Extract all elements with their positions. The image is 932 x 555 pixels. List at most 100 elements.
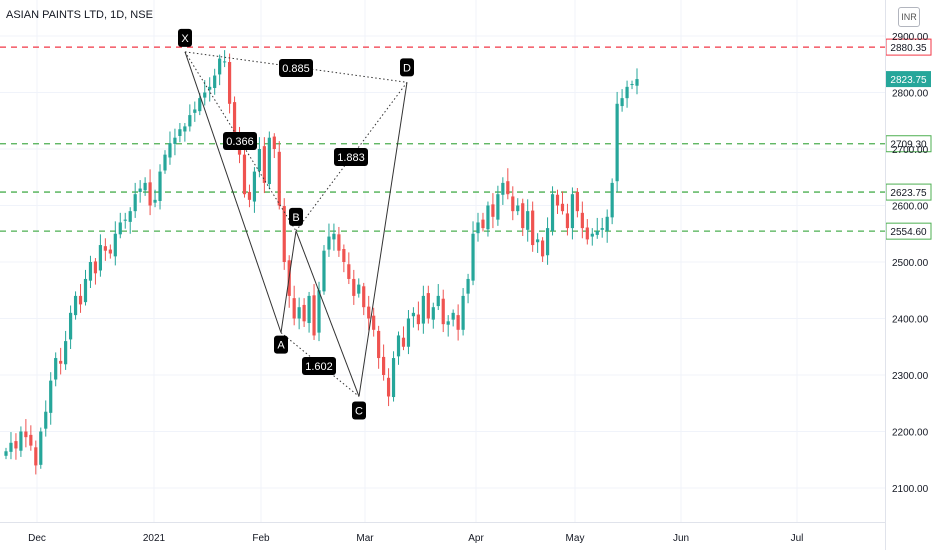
candle-body <box>466 278 470 294</box>
candle-body <box>242 154 247 195</box>
candle-body <box>625 86 629 99</box>
candle-body <box>615 103 619 182</box>
candle-body <box>83 278 88 303</box>
pattern-leg <box>184 51 282 333</box>
candle-body <box>471 233 475 281</box>
candle-body <box>108 249 112 254</box>
candle-body <box>168 143 172 158</box>
candle-body <box>337 234 341 251</box>
candle-body <box>29 434 33 446</box>
candle-body <box>386 377 391 397</box>
candle-body <box>446 321 450 325</box>
y-tick-label: 2700.00 <box>892 145 929 156</box>
candle-body <box>401 337 406 347</box>
candle-body <box>501 182 505 195</box>
candle-body <box>123 219 127 221</box>
candle-body <box>9 442 13 452</box>
candle-body <box>193 109 197 113</box>
candle-body <box>347 264 351 279</box>
candle-body <box>262 146 266 183</box>
pattern-point-label: C <box>355 405 363 417</box>
candle-body <box>441 298 445 325</box>
candle-body <box>580 212 584 229</box>
candle-body <box>560 203 565 212</box>
candle-body <box>277 151 281 206</box>
currency-button[interactable]: INR <box>898 7 920 27</box>
candle-body <box>620 98 624 107</box>
candle-body <box>496 194 500 220</box>
pattern-point-badge <box>178 28 192 47</box>
candle-body <box>357 284 361 294</box>
candle-body <box>88 262 93 281</box>
pattern-point-label: A <box>277 340 285 352</box>
candle-body <box>506 181 510 195</box>
candle-body <box>223 61 227 63</box>
candle-body <box>257 149 261 172</box>
candle-body <box>317 290 321 333</box>
candles <box>4 50 639 475</box>
candle-body <box>98 245 103 271</box>
candle-body <box>431 307 435 320</box>
pattern-point-badge <box>289 207 303 226</box>
candle-body <box>24 431 28 438</box>
candle-body <box>49 380 53 413</box>
candle-body <box>148 182 152 206</box>
candle-body <box>352 278 356 296</box>
candle-body <box>312 295 316 336</box>
candle-body <box>282 206 286 262</box>
candle-body <box>183 126 187 132</box>
candle-body <box>138 188 142 192</box>
candle-body <box>173 137 177 144</box>
candle-body <box>396 335 401 357</box>
candle-body <box>213 75 217 88</box>
candle-body <box>362 286 366 308</box>
candle-body <box>267 137 271 185</box>
x-tick-label: Jul <box>791 533 804 544</box>
candle-body <box>545 228 550 256</box>
y-tick-label: 2900.00 <box>892 32 929 43</box>
candle-body <box>406 318 411 347</box>
x-tick-label: Feb <box>252 533 270 544</box>
candle-body <box>218 58 222 75</box>
price-level-label: 2880.35 <box>890 43 927 54</box>
xabcd-pattern: X A B C D 0.885 0.366 1.883 1.602 <box>178 28 414 420</box>
candle-body <box>227 61 232 104</box>
candle-body <box>178 129 182 137</box>
candle-body <box>113 233 117 257</box>
candle-body <box>198 98 202 112</box>
candle-body <box>630 84 634 86</box>
candle-body <box>118 222 122 235</box>
candle-body <box>247 191 252 200</box>
candle-body <box>252 171 257 202</box>
candle-body <box>54 358 58 380</box>
candle-body <box>555 194 560 206</box>
y-tick-label: 2300.00 <box>892 371 929 382</box>
candle-body <box>297 307 301 319</box>
pattern-point-badge <box>274 335 288 354</box>
candle-body <box>78 295 83 305</box>
candle-body <box>203 92 207 98</box>
candle-body <box>302 304 306 322</box>
candle-body <box>436 295 440 307</box>
horizontal-lines: 2880.35 2709.30 2623.75 2554.60 <box>0 38 932 240</box>
ratio-label: 1.883 <box>337 152 365 164</box>
candle-body <box>456 315 460 330</box>
candle-body <box>143 182 147 191</box>
candle-body <box>59 360 63 364</box>
candle-body <box>590 233 594 237</box>
candle-body <box>600 228 604 230</box>
candle-body <box>103 246 107 251</box>
candle-body <box>511 196 515 212</box>
pattern-ratio-line <box>280 332 360 397</box>
y-tick-label: 2500.00 <box>892 258 929 269</box>
candle-body <box>208 86 212 90</box>
time-axis: Dec 2021 Feb Mar Apr May Jun Jul <box>28 533 803 544</box>
grid <box>0 0 885 522</box>
candle-body <box>526 211 530 230</box>
candle-body <box>585 227 589 240</box>
ratio-label: 0.885 <box>282 63 310 75</box>
x-tick-label: Dec <box>28 533 46 544</box>
candle-body <box>461 295 465 330</box>
